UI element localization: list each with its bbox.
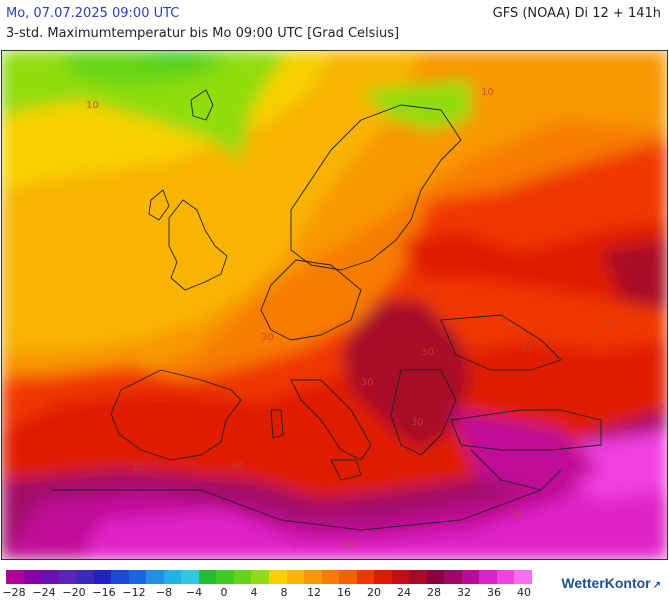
legend-swatch [163, 570, 182, 584]
legend-swatch [23, 570, 42, 584]
legend-tick-label: 12 [307, 586, 321, 599]
legend-swatch [321, 570, 340, 584]
legend-swatch [93, 570, 112, 584]
isotherm-label: 30 [411, 417, 424, 428]
legend-tick-label: 36 [487, 586, 501, 599]
legend-tick-label: 24 [397, 586, 411, 599]
legend-swatch [409, 570, 427, 584]
legend-tick-label: −28 [2, 586, 26, 599]
isotherm-label: 30 [231, 460, 244, 471]
model-run-label: GFS (NOAA) Di 12 + 141h [492, 6, 661, 21]
legend-swatch [426, 570, 445, 584]
legend-tick-label: 0 [220, 586, 228, 599]
map-subtitle: 3-std. Maximumtemperatur bis Mo 09:00 UT… [6, 26, 400, 41]
legend-swatch [339, 570, 357, 584]
isotherm-label: 30 [511, 510, 524, 521]
legend-swatch [479, 570, 497, 584]
legend-tick-label: 16 [337, 586, 351, 599]
legend-swatch [6, 570, 24, 584]
legend-tick-label: 8 [280, 586, 288, 599]
legend-tick-label: −4 [185, 586, 203, 599]
legend-swatch [304, 570, 322, 584]
legend-swatch [216, 570, 234, 584]
legend-swatch [41, 570, 59, 584]
coastlines [51, 89, 602, 531]
legend-tick-label: 40 [517, 586, 531, 599]
temperature-field [1, 50, 668, 560]
legend-swatch [146, 570, 164, 584]
isotherm-label: 30 [601, 317, 614, 328]
legend-tick-label: 32 [457, 586, 471, 599]
legend-tick-label: −12 [122, 586, 146, 599]
legend-tick-label: 4 [250, 586, 258, 599]
isotherm-label: 30 [521, 342, 534, 353]
legend-swatch [496, 570, 515, 584]
legend-tick-label: 20 [367, 586, 381, 599]
isotherm-label: 30 [131, 462, 144, 473]
legend-swatch [356, 570, 375, 584]
legend-swatch [268, 570, 287, 584]
legend-swatch [58, 570, 77, 584]
legend-swatch [286, 570, 305, 584]
isotherm-label: 10 [86, 100, 99, 111]
color-scale-ticks: −28 −24 −20 −16 −12 −8 −4 0 4 8 12 16 20 24 28 32 36 40 [2, 586, 532, 600]
isotherm-label: 30 [261, 332, 274, 343]
isotherm-label: 30 [361, 377, 374, 388]
legend-swatch [514, 570, 532, 584]
color-scale-bar [6, 570, 532, 584]
legend-swatch [444, 570, 462, 584]
isotherm-labels: 10 10 30 30 30 30 30 30 30 30 30 30 30 [86, 87, 664, 551]
legend-tick-label: −8 [155, 586, 173, 599]
legend-swatch [111, 570, 129, 584]
isotherm-label: 30 [341, 540, 354, 551]
legend-swatch [198, 570, 217, 584]
brand-name: WetterKontor [561, 575, 651, 591]
isotherm-label: 10 [481, 87, 494, 98]
legend-tick-label: 28 [427, 586, 441, 599]
brand-logo: WetterKontor ↗ [561, 575, 661, 591]
isotherm-label: 30 [421, 347, 434, 358]
legend-swatch [128, 570, 147, 584]
legend-swatch [233, 570, 252, 584]
legend-tick-label: −20 [62, 586, 86, 599]
legend-swatch [181, 570, 199, 584]
legend-swatch [374, 570, 392, 584]
isotherm-label: 30 [651, 402, 664, 413]
legend-swatch [391, 570, 410, 584]
brand-mark-icon: ↗ [652, 580, 661, 591]
forecast-date: Mo, 07.07.2025 09:00 UTC [6, 6, 180, 21]
legend-swatch [251, 570, 269, 584]
legend-tick-label: −24 [32, 586, 56, 599]
temperature-map: 10 10 30 30 30 30 30 30 30 30 30 30 30 [1, 50, 668, 560]
legend-tick-label: −16 [92, 586, 116, 599]
legend-swatch [461, 570, 480, 584]
legend-swatch [76, 570, 94, 584]
